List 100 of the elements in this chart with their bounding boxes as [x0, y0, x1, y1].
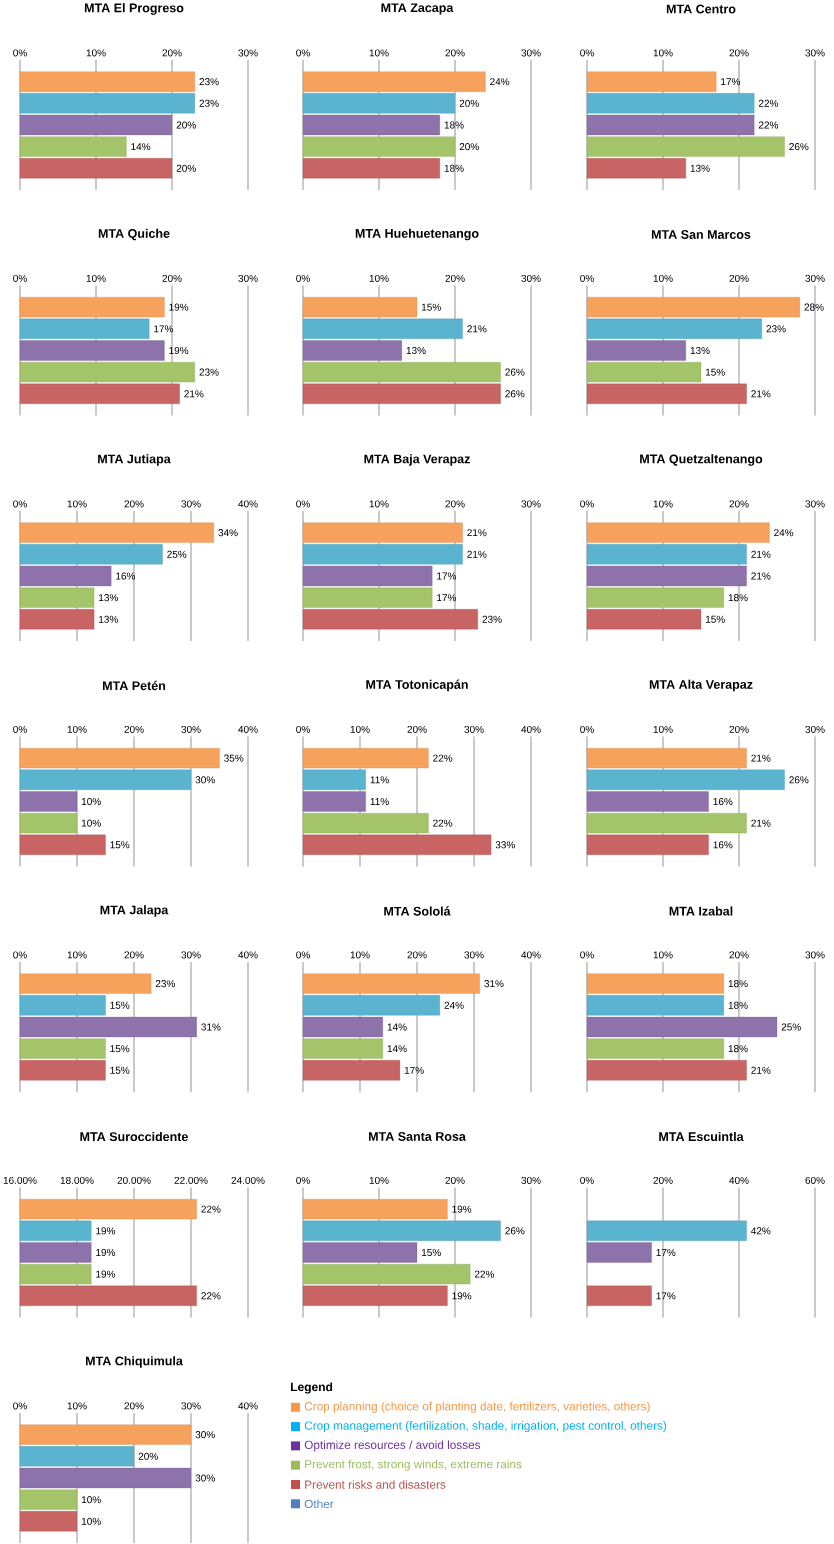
- x-tick-label: 0%: [580, 725, 594, 733]
- bar: [586, 544, 747, 565]
- chart-title: MTA Quiche: [98, 228, 170, 241]
- data-label: 15%: [705, 615, 725, 623]
- x-tick-label: 40%: [521, 725, 541, 733]
- data-label: 17%: [154, 325, 174, 333]
- x-tick-label: 0%: [13, 951, 27, 959]
- bar: [19, 748, 220, 769]
- data-label: 26%: [505, 1227, 525, 1235]
- bar: [586, 383, 747, 404]
- x-tick-label: 10%: [653, 274, 673, 282]
- data-label: 22%: [474, 1270, 495, 1278]
- data-label: 15%: [110, 1001, 130, 1009]
- x-tick-label: 30%: [805, 500, 825, 508]
- bar: [586, 1016, 778, 1038]
- x-tick-label: 30%: [238, 274, 258, 282]
- data-label: 22%: [758, 121, 779, 129]
- bar: [586, 1060, 747, 1081]
- bar: [586, 114, 755, 136]
- data-label: 11%: [370, 776, 389, 784]
- x-tick-label: 20.00%: [117, 1176, 151, 1184]
- bar: [586, 71, 717, 92]
- chart-title: MTA Petén: [103, 680, 166, 691]
- x-tick-label: 0%: [296, 49, 310, 57]
- bar: [19, 362, 195, 383]
- chart-title: MTA Sololá: [384, 906, 451, 916]
- x-tick-label: 30%: [181, 725, 201, 733]
- data-label: 31%: [484, 980, 504, 988]
- data-label: 19%: [169, 303, 189, 311]
- x-tick-label: 20%: [124, 1402, 144, 1410]
- data-label: 15%: [421, 303, 441, 311]
- bar: [302, 973, 480, 994]
- x-tick-label: 0%: [580, 951, 594, 959]
- chart-title: MTA Huehuetenango: [355, 228, 479, 241]
- x-tick-label: 30%: [181, 951, 201, 959]
- data-label: 23%: [199, 368, 219, 376]
- x-tick-label: 30%: [521, 500, 541, 508]
- data-label: 21%: [751, 572, 771, 580]
- x-tick-label: 10%: [350, 951, 370, 959]
- bar: [19, 158, 173, 179]
- bar: [302, 1264, 471, 1285]
- x-tick-label: 20%: [445, 49, 465, 57]
- bar: [19, 318, 150, 339]
- bar: [19, 1511, 78, 1532]
- x-tick-label: 10%: [67, 1402, 87, 1410]
- bar: [19, 297, 165, 318]
- data-label: 23%: [155, 980, 175, 988]
- x-tick-label: 40%: [238, 1402, 258, 1410]
- x-tick-label: 30%: [805, 951, 825, 959]
- data-label: 19%: [169, 346, 189, 355]
- bar: [586, 565, 747, 587]
- bar: [302, 1242, 418, 1263]
- bar: [302, 158, 440, 179]
- bar: [302, 93, 456, 114]
- bar: [19, 340, 165, 361]
- chart-title: MTA Escuintla: [659, 1131, 744, 1142]
- chart-title: MTA Chiquimula: [85, 1356, 183, 1368]
- bar: [586, 609, 702, 630]
- data-label: 24%: [490, 78, 510, 86]
- data-label: 14%: [387, 1023, 407, 1031]
- data-label: 19%: [452, 1205, 472, 1213]
- bar: [302, 136, 456, 157]
- x-tick-label: 20%: [729, 49, 749, 57]
- data-label: 15%: [110, 1045, 130, 1053]
- data-label: 13%: [690, 346, 710, 355]
- data-label: 14%: [387, 1045, 407, 1053]
- category-label: Other: [304, 1499, 334, 1509]
- x-tick-label: 20%: [445, 1176, 465, 1184]
- bar: [19, 544, 163, 565]
- category-label: Prevent frost, strong winds, extreme rains: [305, 1459, 522, 1471]
- data-label: 31%: [201, 1023, 221, 1031]
- x-tick-label: 30%: [238, 49, 258, 57]
- bar: [586, 340, 686, 361]
- data-label: 17%: [437, 572, 457, 580]
- category-label: Crop planning (choice of planting date, fertilizers, varieties, others): [304, 1401, 650, 1413]
- bar: [586, 748, 747, 769]
- bar: [19, 71, 195, 92]
- bar: [302, 1016, 383, 1038]
- x-tick-label: 30%: [521, 274, 541, 282]
- data-label: 20%: [459, 99, 479, 107]
- x-tick-label: 0%: [13, 500, 27, 508]
- data-label: 35%: [224, 754, 244, 762]
- x-tick-label: 30%: [805, 49, 825, 57]
- data-label: 26%: [505, 390, 525, 398]
- x-tick-label: 20%: [124, 951, 144, 959]
- data-label: 19%: [96, 1227, 116, 1235]
- data-label: 17%: [656, 1248, 676, 1256]
- x-tick-label: 20%: [445, 500, 465, 508]
- bar: [19, 791, 78, 812]
- x-tick-label: 20%: [162, 274, 182, 282]
- x-tick-label: 10%: [369, 1176, 389, 1184]
- category-label: Crop management (fertilization, shade, irrigation, pest control, others): [304, 1421, 667, 1433]
- data-label: 18%: [444, 121, 464, 129]
- x-tick-label: 20%: [729, 951, 749, 959]
- data-label: 19%: [452, 1292, 472, 1300]
- data-label: 17%: [721, 78, 741, 86]
- data-label: 30%: [195, 1474, 215, 1482]
- data-label: 18%: [728, 594, 748, 602]
- chart-title: MTA Jutiapa: [98, 454, 171, 466]
- x-tick-label: 20%: [445, 274, 465, 282]
